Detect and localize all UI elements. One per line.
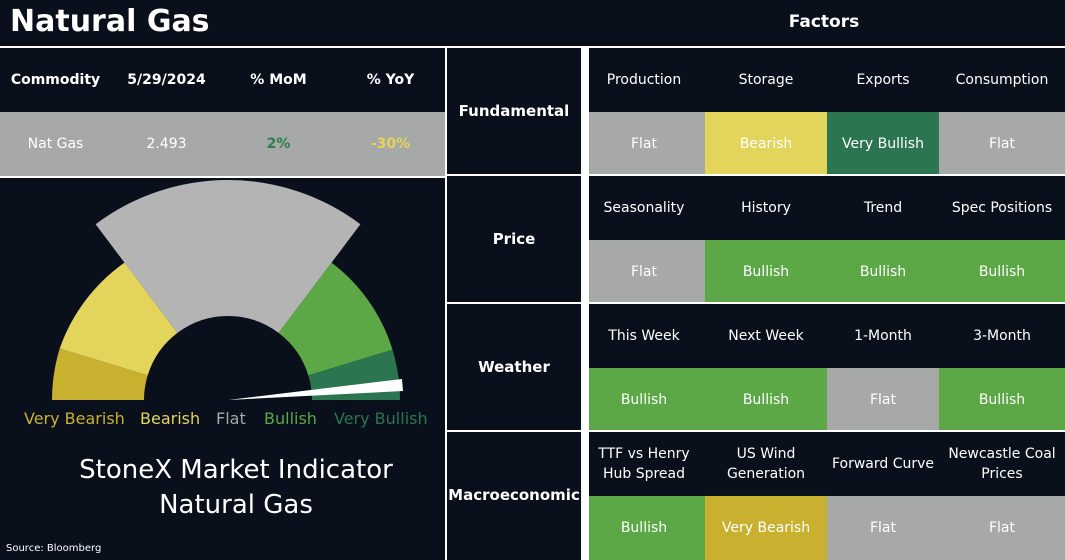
factor-rating: Very Bearish	[705, 496, 827, 560]
factor-name: Exports	[856, 72, 910, 88]
factor-name: Consumption	[955, 72, 1049, 88]
gauge-title: StoneX Market Indicator	[79, 455, 393, 485]
divider	[0, 46, 1065, 48]
factor-rating: Flat	[583, 240, 705, 304]
factor-rating: Bullish	[583, 496, 705, 560]
gauge-label: Bullish	[264, 409, 317, 428]
table-header: % YoY	[366, 72, 415, 88]
table-cell: 2%	[266, 136, 291, 152]
factor-name: 1-Month	[854, 328, 912, 344]
gauge-segment	[278, 262, 393, 376]
factor-name: Trend	[863, 200, 903, 216]
gauge-label: Bearish	[140, 409, 201, 428]
table-header: % MoM	[250, 72, 307, 88]
gauge	[52, 179, 403, 400]
factor-rating: Bullish	[705, 368, 827, 432]
factor-rating: Bullish	[939, 240, 1065, 304]
factor-rating: Bullish	[705, 240, 827, 304]
table-cell: 2.493	[146, 136, 187, 152]
divider	[447, 302, 1065, 304]
factor-name: Production	[606, 72, 682, 88]
factor-rating: Bullish	[939, 368, 1065, 432]
factor-group: Weather	[478, 358, 550, 376]
factor-rating: Flat	[827, 496, 939, 560]
factor-name: 3-Month	[973, 328, 1031, 344]
factor-rating: Bearish	[705, 112, 827, 176]
factor-rating: Flat	[583, 112, 705, 176]
factor-name: Seasonality	[603, 200, 685, 216]
gauge-label: Flat	[216, 409, 246, 428]
factor-name: TTF vs Henry Hub Spread	[598, 446, 690, 482]
table-header: Commodity	[10, 72, 101, 88]
gauge-label: Very Bullish	[334, 409, 428, 428]
factor-name: Newcastle Coal Prices	[948, 446, 1056, 482]
factor-group: Macroeconomic	[448, 486, 580, 504]
gauge-label: Very Bearish	[24, 409, 125, 428]
gauge-segment	[52, 348, 148, 400]
factor-name: History	[741, 200, 791, 216]
source: Source: Bloomberg	[6, 543, 102, 554]
factor-rating: Flat	[939, 112, 1065, 176]
factor-group: Fundamental	[458, 102, 570, 120]
factors-title: Factors	[788, 12, 860, 32]
factor-group: Price	[492, 230, 536, 248]
gauge-segment	[59, 262, 178, 376]
factor-name: Spec Positions	[951, 200, 1053, 216]
divider	[581, 48, 589, 560]
factor-name: This Week	[608, 328, 680, 344]
divider	[445, 46, 447, 560]
page-title: Natural Gas	[10, 4, 210, 39]
factor-rating: Bullish	[827, 240, 939, 304]
table-cell: -30%	[370, 136, 411, 152]
factor-rating: Flat	[939, 496, 1065, 560]
factor-rating: Very Bullish	[827, 112, 939, 176]
factor-rating: Bullish	[583, 368, 705, 432]
gauge-segment	[95, 179, 361, 333]
factor-rating: Flat	[827, 368, 939, 432]
divider	[447, 174, 1065, 176]
table-header: 5/29/2024	[127, 72, 206, 88]
table-cell: Nat Gas	[27, 136, 84, 152]
factor-name: US Wind Generation	[726, 446, 806, 482]
gauge-title: Natural Gas	[159, 490, 313, 520]
row-bg	[0, 112, 445, 176]
factor-name: Storage	[738, 72, 794, 88]
factor-name: Next Week	[728, 328, 804, 344]
divider	[0, 176, 445, 178]
gauge-needle	[228, 379, 403, 400]
divider	[447, 430, 1065, 432]
factor-name: Forward Curve	[831, 456, 935, 472]
